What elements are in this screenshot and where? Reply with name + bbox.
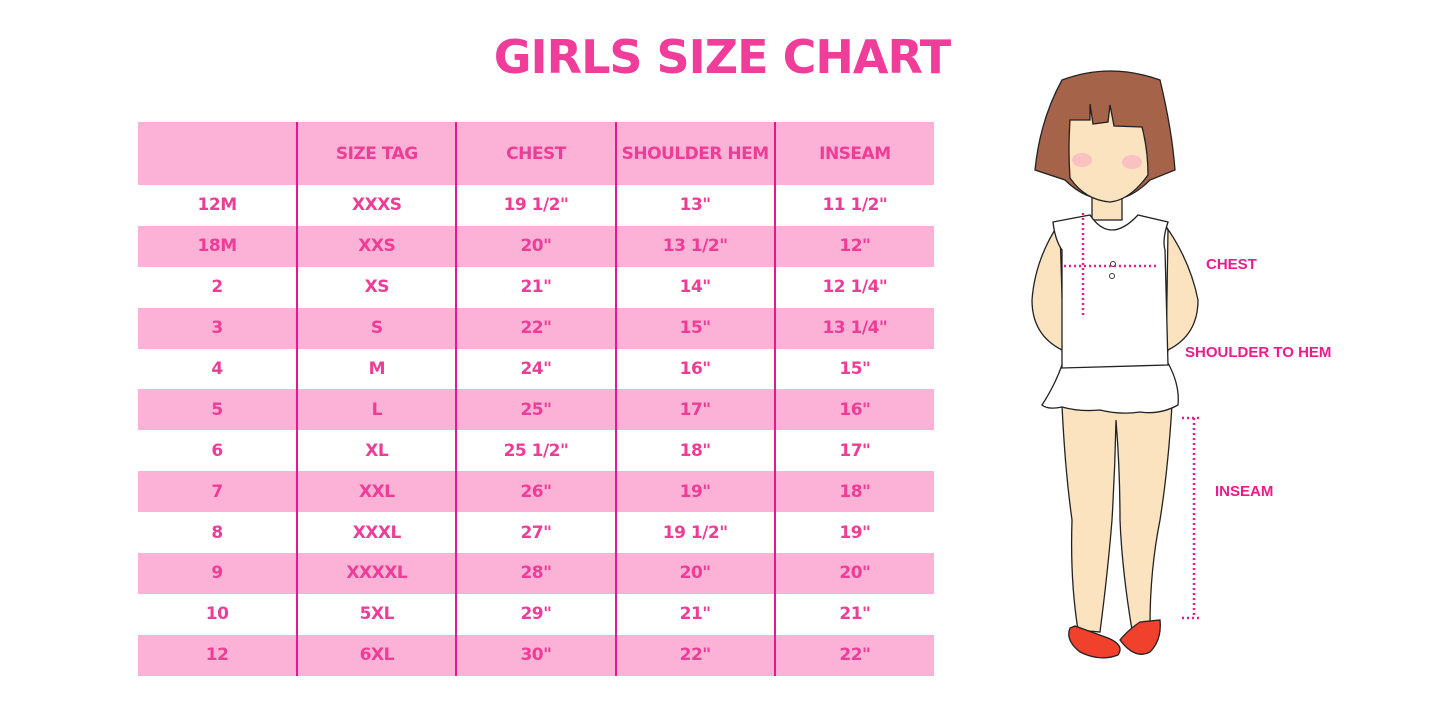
table-cell: S — [296, 307, 457, 349]
table-cell: 16" — [773, 389, 934, 431]
face — [1068, 103, 1149, 203]
table-cell: 28" — [455, 553, 616, 594]
table-cell: 30" — [455, 634, 616, 676]
table-cell: M — [296, 348, 457, 390]
table-row: 12M XXXS 19 1/2" 13" 11 1/2" — [138, 185, 934, 226]
table-cell: 5 — [138, 389, 298, 431]
table-cell: 26" — [455, 471, 616, 513]
column-header: SIZE TAG — [296, 122, 457, 185]
table-cell: 2 — [211, 277, 223, 298]
table-row: 6 XL 25 1/2" 18" 17" — [138, 430, 934, 472]
table-cell: 19 1/2" — [455, 185, 616, 226]
table-cell: XXXXL — [296, 553, 457, 594]
table-cell: 15" — [773, 348, 934, 390]
table-cell: 29" — [455, 593, 616, 635]
table-cell: 22" — [455, 307, 616, 349]
table-cell: 12" — [773, 225, 934, 267]
table-cell: 8 — [211, 522, 223, 543]
skirt — [1041, 362, 1179, 414]
table-cell: 12M — [197, 195, 238, 216]
table-cell: 21" — [455, 266, 616, 308]
table-row: 2 XS 21" 14" 12 1/4" — [138, 266, 934, 308]
column-header: SHOULDER HEM — [614, 122, 775, 185]
table-cell: 21" — [773, 593, 934, 635]
table-cell: XS — [296, 266, 457, 308]
table-cell: 3 — [138, 307, 298, 349]
table-row: 3 S 22" 15" 13 1/4" — [138, 307, 934, 349]
table-cell: 11 1/2" — [773, 185, 934, 226]
table-cell: XXXS — [296, 185, 457, 226]
table-cell: 22" — [614, 634, 775, 676]
right-arm — [1164, 224, 1199, 361]
table-cell: 19 1/2" — [614, 512, 775, 554]
table-cell: 25" — [455, 389, 616, 431]
table-row: 8 XXXL 27" 19 1/2" 19" — [138, 512, 934, 554]
table-cell: XXL — [296, 471, 457, 513]
table-cell: L — [296, 389, 457, 431]
table-cell: 18" — [614, 430, 775, 472]
table-cell: 19" — [614, 471, 775, 513]
shoulder-to-hem-label: SHOULDER TO HEM — [1185, 344, 1332, 361]
table-cell: 13" — [614, 185, 775, 226]
legs — [1061, 404, 1173, 633]
table-cell: 20" — [455, 225, 616, 267]
table-cell: 13 1/2" — [614, 225, 775, 267]
table-header-row: SIZE TAG CHEST SHOULDER HEM INSEAM — [138, 122, 934, 185]
table-cell: 4 — [211, 359, 223, 379]
table-cell: 27" — [455, 512, 616, 554]
table-cell: 13 1/4" — [773, 307, 934, 349]
inseam-label: INSEAM — [1215, 483, 1274, 500]
table-cell: 10 — [205, 604, 229, 625]
left-shoe — [1068, 625, 1121, 659]
table-row: 10 5XL 29" 21" 21" — [138, 593, 934, 635]
table-cell: 18M — [138, 225, 298, 267]
table-cell: 17" — [614, 389, 775, 431]
size-chart-table: SIZE TAG CHEST SHOULDER HEM INSEAM 12M XXXS 1… — [138, 122, 934, 676]
table-row: 18M XXS 20" 13 1/2" 12" — [138, 225, 934, 267]
table-row: 12 6XL 30" 22" 22" — [138, 634, 934, 676]
table-row: 5 L 25" 17" 16" — [138, 389, 934, 431]
table-cell: 21" — [614, 593, 775, 635]
table-cell: 9 — [138, 553, 298, 594]
shirt — [1052, 214, 1169, 369]
table-row: 9 XXXXL 28" 20" 20" — [138, 553, 934, 594]
table-cell: 17" — [773, 430, 934, 472]
table-cell: 19" — [773, 512, 934, 554]
table-cell: 22" — [773, 634, 934, 676]
column-header: INSEAM — [773, 122, 934, 185]
table-cell: 6 — [211, 440, 223, 461]
table-cell: 7 — [138, 471, 298, 513]
table-cell: 25 1/2" — [455, 430, 616, 472]
column-header: CHEST — [455, 122, 616, 185]
table-cell: 12 — [138, 634, 298, 676]
table-cell: 6XL — [296, 634, 457, 676]
left-arm — [1031, 223, 1065, 361]
table-row: 4 M 24" 16" 15" — [138, 348, 934, 390]
table-cell: XXXL — [296, 512, 457, 554]
table-cell: 18" — [773, 471, 934, 513]
page-title: GIRLS SIZE CHART — [493, 30, 951, 84]
table-cell: 16" — [614, 348, 775, 390]
table-cell: 20" — [773, 553, 934, 594]
table-cell: 24" — [455, 348, 616, 390]
table-row: 7 XXL 26" 19" 18" — [138, 471, 934, 513]
chest-label: CHEST — [1206, 256, 1257, 273]
table-cell: XL — [296, 430, 457, 472]
column-header — [138, 122, 298, 185]
table-cell: XXS — [296, 225, 457, 267]
right-shoe — [1119, 619, 1161, 655]
table-cell: 5XL — [296, 593, 457, 635]
table-cell: 15" — [614, 307, 775, 349]
table-cell: 14" — [614, 266, 775, 308]
table-cell: 12 1/4" — [773, 266, 934, 308]
table-cell: 20" — [614, 553, 775, 594]
